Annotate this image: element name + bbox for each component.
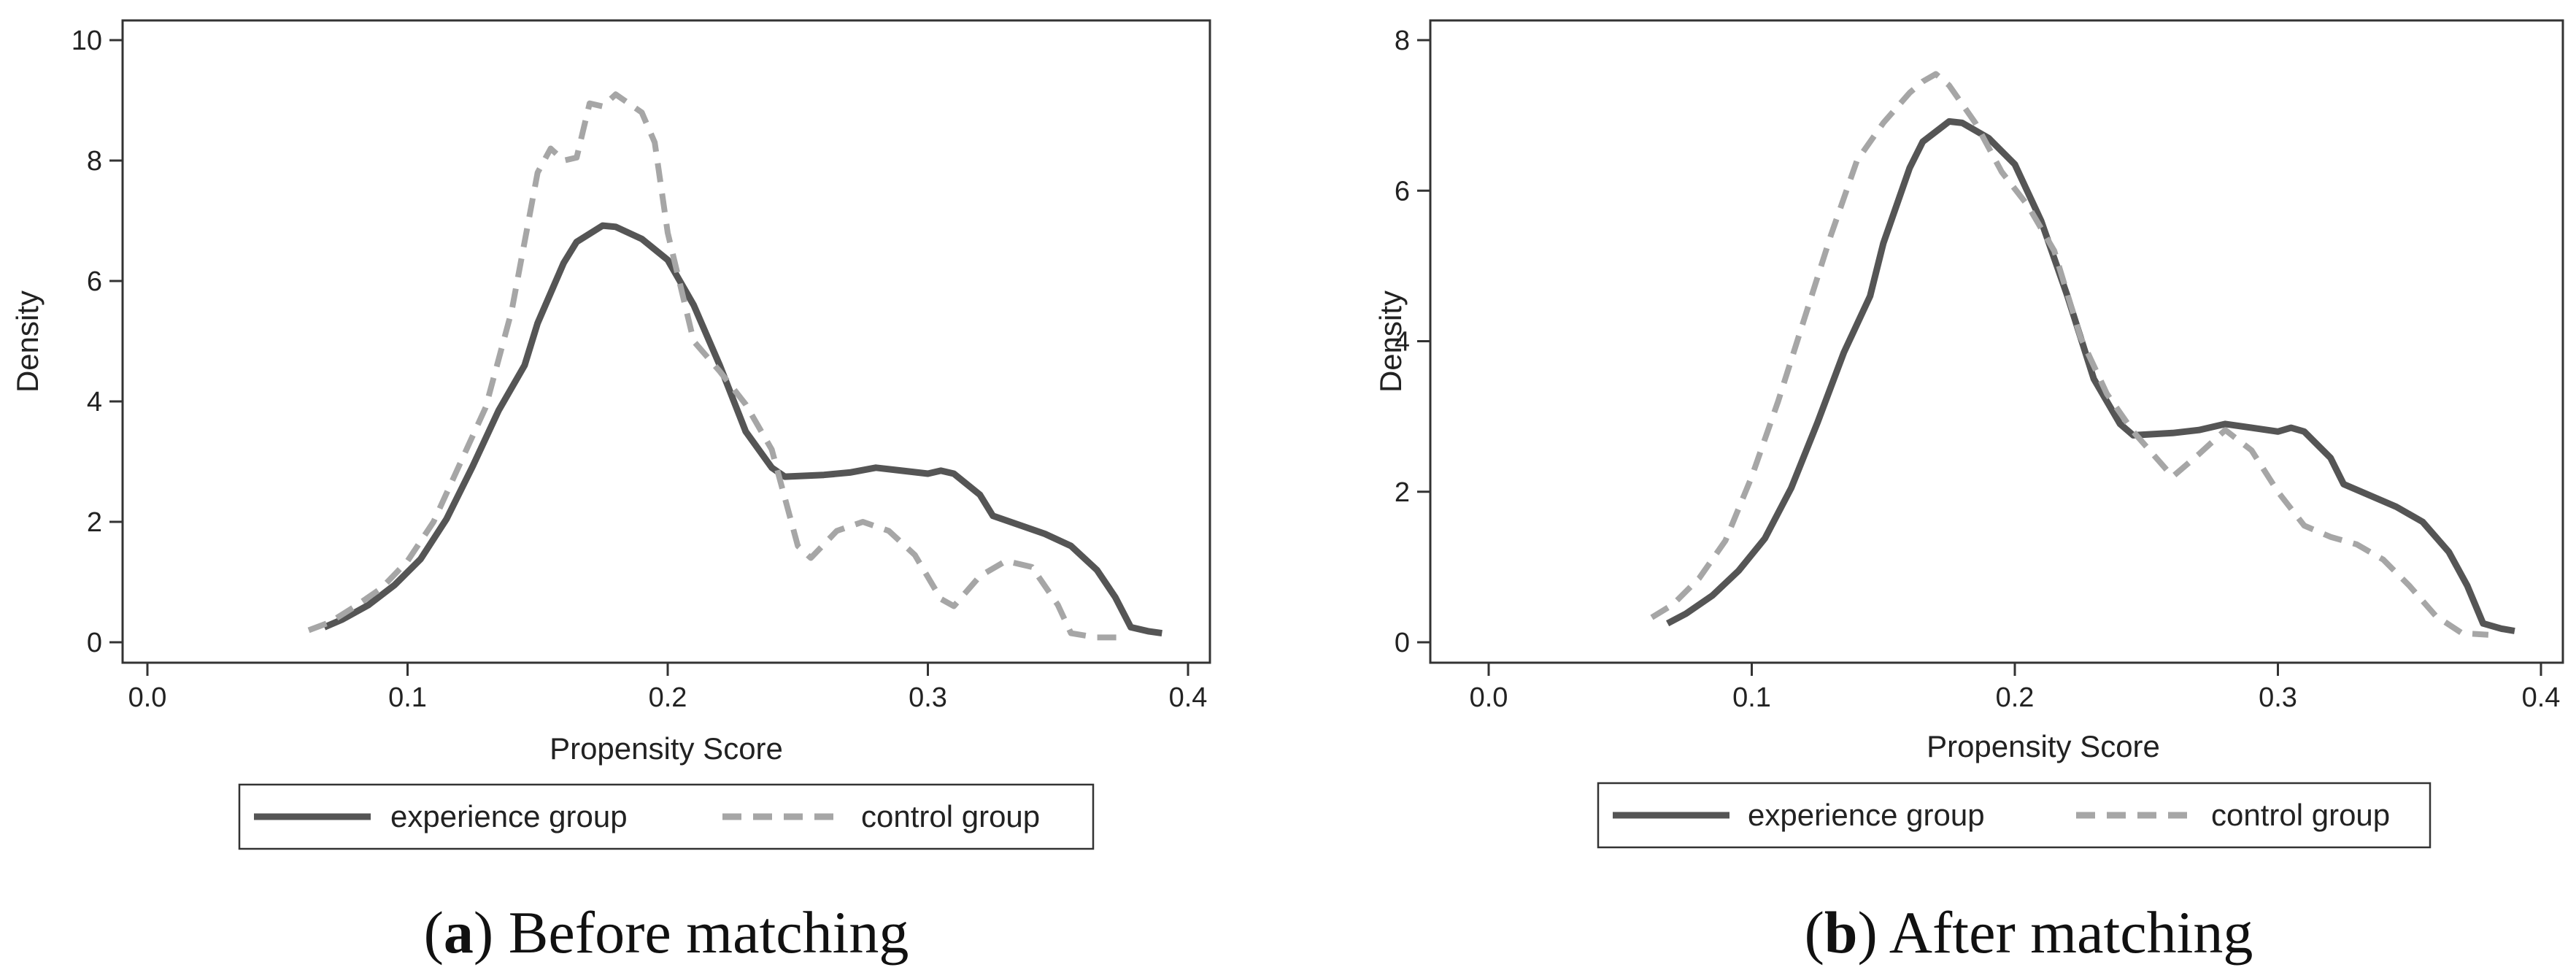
y-tick-label: 4 — [87, 387, 102, 417]
y-tick-label: 8 — [1395, 26, 1410, 56]
y-ticks: 0 2 4 6 8 10 — [72, 26, 123, 658]
y-tick-label: 6 — [87, 266, 102, 297]
x-tick-label: 0.4 — [2522, 682, 2561, 713]
x-tick-label: 0.3 — [2259, 682, 2297, 713]
y-tick-label: 4 — [1395, 327, 1410, 358]
x-ticks: 0.0 0.1 0.2 0.3 0.4 — [128, 663, 1208, 713]
y-tick-label: 8 — [87, 146, 102, 177]
series-lines — [1650, 71, 2515, 638]
caption: (b) After matching — [1805, 899, 2253, 966]
series-lines — [307, 91, 1162, 641]
legend-label-experience: experience group — [390, 799, 628, 833]
x-tick-label: 0.0 — [128, 682, 167, 713]
control-group-line — [307, 91, 1123, 641]
y-tick-label: 2 — [1395, 477, 1410, 508]
x-tick-label: 0.1 — [1732, 682, 1771, 713]
plot-frame — [121, 19, 1211, 664]
legend-label-control: control group — [2211, 798, 2390, 832]
x-tick-label: 0.2 — [649, 682, 687, 713]
y-axis-title: Density — [1373, 290, 1408, 393]
y-tick-label: 2 — [87, 507, 102, 538]
y-tick-label: 0 — [87, 628, 102, 658]
experience-group-line — [323, 222, 1162, 637]
legend-box — [238, 783, 1095, 850]
caption: (a) Before matching — [424, 899, 909, 966]
y-axis-title: Density — [10, 290, 45, 393]
x-tick-label: 0.2 — [1996, 682, 2035, 713]
x-axis-title: Propensity Score — [1927, 729, 2160, 763]
x-tick-label: 0.1 — [388, 682, 427, 713]
y-ticks: 0 2 4 6 8 — [1395, 26, 1430, 658]
y-tick-label: 10 — [72, 26, 102, 56]
y-tick-label: 6 — [1395, 176, 1410, 207]
x-tick-label: 0.3 — [909, 682, 947, 713]
legend: experience group control group — [238, 783, 1095, 850]
x-axis-title: Propensity Score — [549, 731, 783, 766]
experience-group-line — [1665, 118, 2515, 634]
x-tick-label: 0.0 — [1470, 682, 1508, 713]
legend-label-control: control group — [861, 799, 1040, 833]
panel-b: 0 2 4 6 8 0.0 0.1 0.2 0.3 0.4 Density Propensity… — [1373, 19, 2564, 966]
x-ticks: 0.0 0.1 0.2 0.3 0.4 — [1470, 663, 2561, 713]
y-tick-label: 0 — [1395, 628, 1410, 658]
panel-a: 0 2 4 6 8 10 0.0 0.1 0.2 0.3 0.4 Density Propensi… — [10, 19, 1211, 966]
legend-box — [1597, 782, 2432, 849]
legend: experience group control group — [1597, 782, 2432, 849]
legend-label-experience: experience group — [1748, 798, 1985, 832]
x-tick-label: 0.4 — [1169, 682, 1208, 713]
plot-frame — [1429, 19, 2564, 664]
